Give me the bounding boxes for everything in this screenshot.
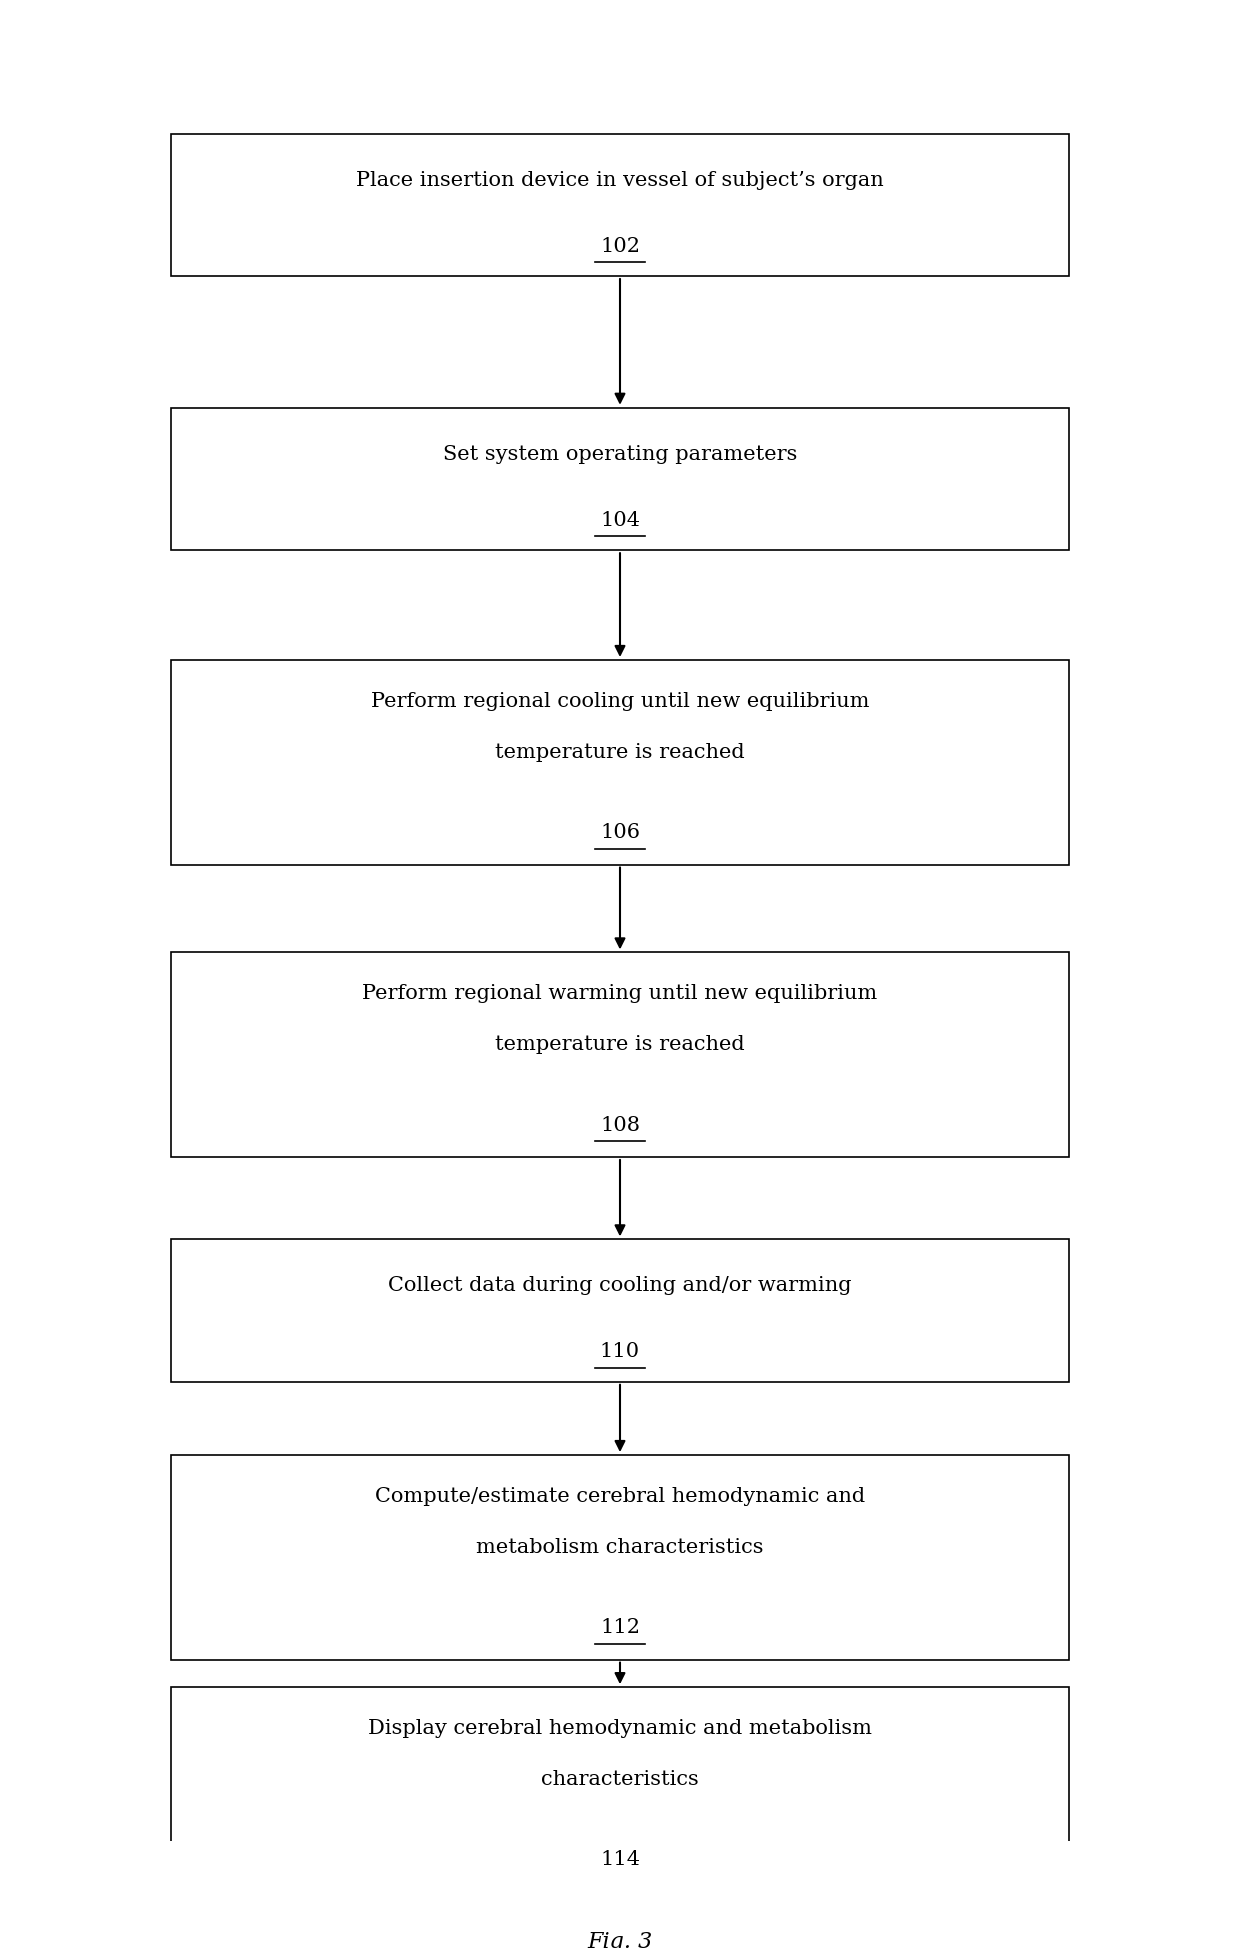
Bar [171, 660, 1069, 865]
Text: Perform regional cooling until new equilibrium: Perform regional cooling until new equil… [371, 692, 869, 711]
Text: 112: 112 [600, 1617, 640, 1636]
Text: temperature is reached: temperature is reached [495, 1034, 745, 1054]
Text: 102: 102 [600, 236, 640, 255]
Text: 110: 110 [600, 1342, 640, 1360]
Bar [171, 1239, 1069, 1383]
Text: Place insertion device in vessel of subject’s organ: Place insertion device in vessel of subj… [356, 171, 884, 189]
Text: Compute/estimate cerebral hemodynamic and: Compute/estimate cerebral hemodynamic an… [374, 1486, 866, 1506]
Text: characteristics: characteristics [541, 1769, 699, 1788]
Text: Display cerebral hemodynamic and metabolism: Display cerebral hemodynamic and metabol… [368, 1718, 872, 1738]
Text: metabolism characteristics: metabolism characteristics [476, 1537, 764, 1556]
Text: Perform regional warming until new equilibrium: Perform regional warming until new equil… [362, 984, 878, 1003]
Text: Set system operating parameters: Set system operating parameters [443, 444, 797, 464]
Bar [171, 1455, 1069, 1660]
Bar [171, 953, 1069, 1157]
Bar [171, 409, 1069, 551]
Text: Collect data during cooling and/or warming: Collect data during cooling and/or warmi… [388, 1276, 852, 1295]
Bar [171, 1687, 1069, 1892]
Text: temperature is reached: temperature is reached [495, 742, 745, 762]
Text: 114: 114 [600, 1849, 640, 1868]
Text: Fig. 3: Fig. 3 [588, 1930, 652, 1948]
Bar [171, 134, 1069, 277]
Text: 108: 108 [600, 1114, 640, 1134]
Text: 104: 104 [600, 510, 640, 530]
Text: 106: 106 [600, 822, 640, 842]
